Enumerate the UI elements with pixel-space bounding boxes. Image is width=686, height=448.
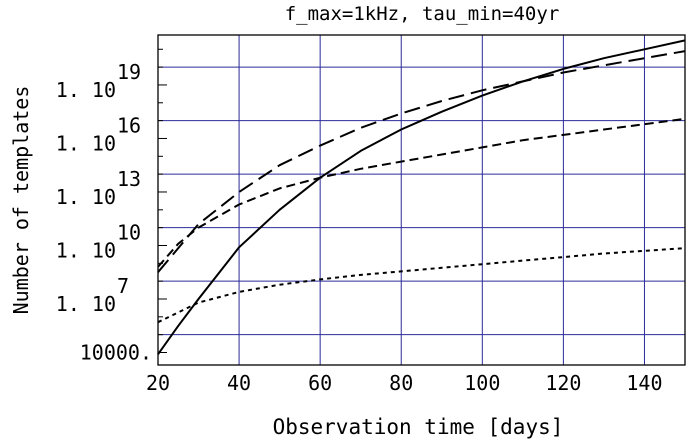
- y-tick-label: 10000.: [80, 341, 152, 365]
- y-tick-exponent: 7: [117, 274, 129, 298]
- x-tick-label: 100: [464, 371, 500, 395]
- x-tick-label: 20: [146, 371, 170, 395]
- y-tick-label: 1. 10: [56, 78, 116, 102]
- y-tick-label: 1. 10: [56, 238, 116, 262]
- y-tick-exponent: 19: [117, 60, 141, 84]
- x-axis-ticks: 20 40 60 80 100 120 140: [146, 371, 663, 395]
- series-line-dashed: [157, 117, 686, 268]
- series-line-dotted: [157, 247, 686, 324]
- plot-frame: [157, 34, 686, 366]
- x-axis-label: Observation time [days]: [273, 415, 564, 439]
- y-tick-label: 1. 10: [56, 131, 116, 155]
- series-line-solid: [157, 39, 686, 355]
- series-line-long-dashed: [157, 50, 686, 273]
- y-tick-label: 1. 10: [56, 292, 116, 316]
- y-tick-exponent: 13: [117, 167, 141, 191]
- y-tick-exponent: 16: [117, 113, 141, 137]
- y-axis-label: Number of templates: [9, 86, 33, 315]
- grid: [158, 35, 685, 365]
- x-tick-label: 60: [308, 371, 332, 395]
- x-tick-label: 80: [389, 371, 413, 395]
- x-tick-label: 140: [626, 371, 662, 395]
- y-tick-label: 1. 10: [56, 185, 116, 209]
- chart-title: f_max=1kHz, tau_min=40yr: [285, 3, 560, 25]
- x-tick-label: 40: [227, 371, 251, 395]
- x-tick-label: 120: [545, 371, 581, 395]
- series-group: [157, 39, 686, 355]
- y-tick-exponent: 10: [117, 220, 141, 244]
